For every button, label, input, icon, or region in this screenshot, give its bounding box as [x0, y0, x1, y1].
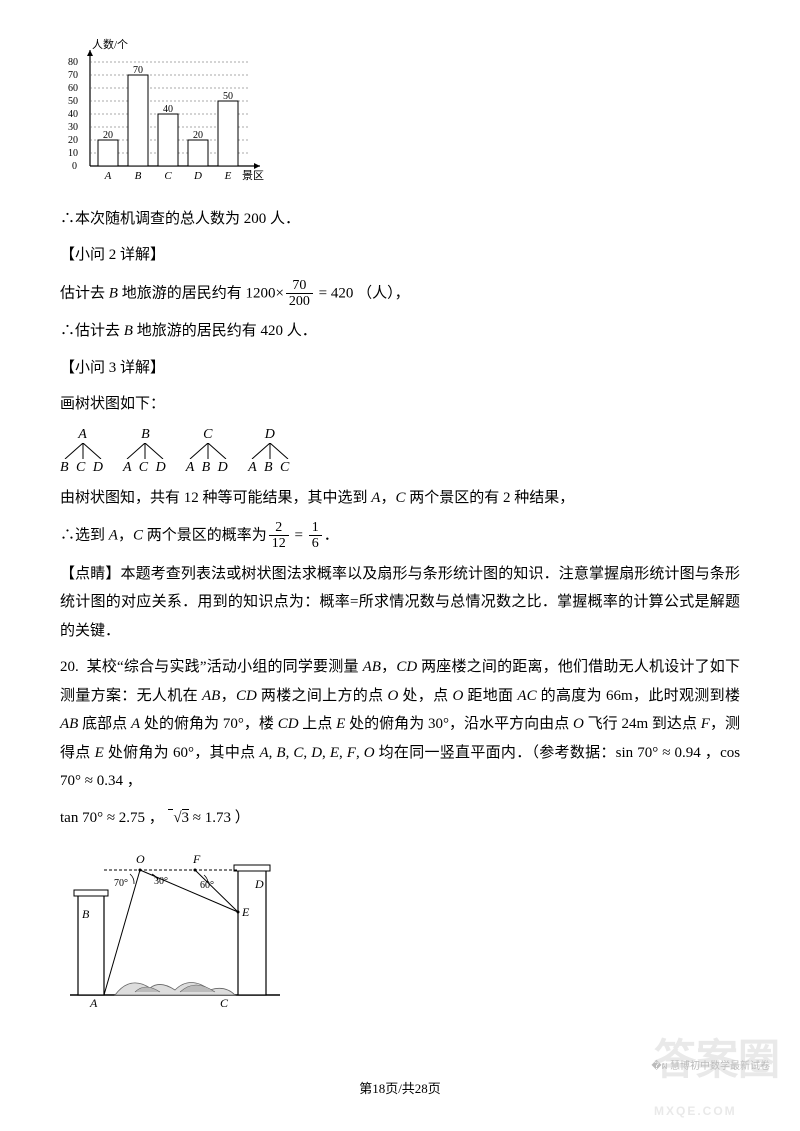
paragraph-tree-intro: 画树状图如下： [60, 390, 740, 419]
svg-text:20: 20 [193, 130, 203, 141]
svg-text:B: B [135, 170, 142, 182]
svg-text:30: 30 [68, 122, 78, 133]
watermark-side: �ผ 慧博初中数学最新试卷 [651, 1057, 770, 1076]
svg-text:B: B [82, 907, 90, 921]
sub2-title: 【小问 2 详解】 [60, 241, 740, 270]
svg-text:20: 20 [103, 130, 113, 141]
svg-text:D: D [193, 170, 202, 182]
var-b: B [109, 285, 118, 301]
svg-text:60: 60 [68, 83, 78, 94]
svg-text:10: 10 [68, 148, 78, 159]
paragraph-total: ∴本次随机调查的总人数为 200 人． [60, 205, 740, 234]
paragraph-estimate-calc: 估计去 B 地旅游的居民约有 1200×70200 = 420 （人）， [60, 278, 740, 310]
svg-text:C: C [164, 170, 172, 182]
svg-text:E: E [241, 905, 250, 919]
svg-text:O: O [136, 852, 145, 866]
tree-c: C A B D [186, 427, 230, 476]
sub3-title: 【小问 3 详解】 [60, 354, 740, 383]
question-20-line2: tan 70° ≈ 2.75 ， √3 ≈ 1.73 ） [60, 804, 740, 833]
svg-text:60°: 60° [200, 880, 214, 891]
sqrt3: √3 [168, 809, 189, 826]
question-20: 20. 某校“综合与实践”活动小组的同学要测量 AB，CD 两座楼之间的距离，他… [60, 653, 740, 796]
geometry-diagram: B A D C E O F 70° 30° 60° [60, 840, 740, 1021]
bar-chart: 人数/个 0 10 20 30 40 50 60 70 80 20 70 40 … [60, 36, 740, 197]
svg-text:A: A [89, 996, 98, 1010]
svg-text:80: 80 [68, 57, 78, 68]
svg-text:A: A [104, 170, 112, 182]
paragraph-probability: ∴选到 A，C 两个景区的概率为212 = 16． [60, 520, 740, 552]
paragraph-estimate-result: ∴估计去 B 地旅游的居民约有 420 人． [60, 317, 740, 346]
svg-text:D: D [254, 877, 264, 891]
svg-text:C: C [220, 996, 229, 1010]
svg-text:50: 50 [223, 91, 233, 102]
fraction-2-12: 212 [269, 520, 289, 552]
svg-text:F: F [192, 852, 201, 866]
chart-ylabel: 人数/个 [92, 38, 128, 51]
svg-text:40: 40 [163, 104, 173, 115]
svg-text:40: 40 [68, 109, 78, 120]
fraction-70-200: 70200 [286, 278, 313, 310]
paragraph-tree-result: 由树状图知，共有 12 种等可能结果，其中选到 A，C 两个景区的有 2 种结果… [60, 484, 740, 513]
svg-text:E: E [224, 170, 232, 182]
svg-text:50: 50 [68, 96, 78, 107]
svg-text:70: 70 [133, 65, 143, 76]
paragraph-dianping: 【点睛】本题考查列表法或树状图法求概率以及扇形与条形统计图的知识．注意掌握扇形统… [60, 560, 740, 646]
chart-xlabel: 景区 [242, 169, 264, 182]
svg-text:30°: 30° [154, 876, 168, 887]
fraction-1-6: 16 [309, 520, 322, 552]
svg-text:0: 0 [72, 161, 77, 172]
svg-text:70°: 70° [114, 878, 128, 889]
page-footer: 第18页/共28页 [0, 1077, 800, 1102]
text: 地旅游的居民约有 1200× [118, 285, 284, 301]
tree-a: A B C D [60, 427, 105, 476]
tree-diagram-row: A B C D B A C D C A B D D A B C [60, 427, 740, 476]
svg-text:20: 20 [68, 135, 78, 146]
text: 估计去 [60, 285, 109, 301]
tree-d: D A B C [248, 427, 292, 476]
tree-b: B A C D [123, 427, 168, 476]
text: = 420 （人）， [315, 285, 410, 301]
svg-text:70: 70 [68, 70, 78, 81]
